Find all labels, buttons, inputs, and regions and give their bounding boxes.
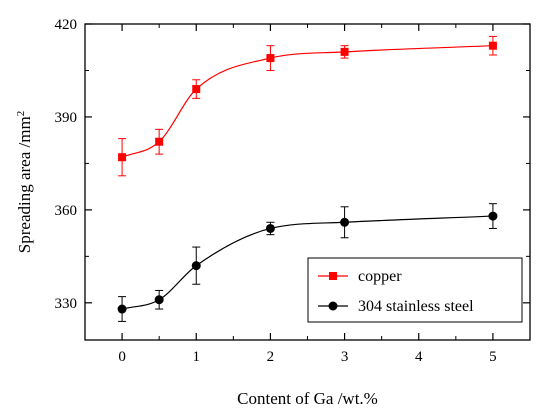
y-tick-label: 330 [55,296,78,312]
data-point [340,217,350,227]
y-axis-ticks: 330 360 390 420 [55,17,530,312]
x-tick-label: 2 [267,349,275,365]
x-axis-ticks: 0 1 2 3 4 5 [118,24,497,365]
series-stainless-steel [117,203,498,322]
series-layer [117,35,498,322]
data-point [266,54,275,63]
legend-label: 304 stainless steel [358,298,474,315]
legend-box [307,257,523,323]
x-tick-label: 5 [489,349,497,365]
data-point [118,153,127,162]
data-point [265,223,275,233]
data-point [488,41,497,50]
data-point [154,295,164,305]
legend-item: 304 stainless steel [318,298,474,315]
data-point [488,211,498,221]
series-line [121,45,493,158]
legend-label: copper [358,268,402,285]
legend: copper 304 stainless steel [307,257,523,323]
x-axis-title: Content of Ga /wt.% [237,389,378,408]
data-point [192,85,201,94]
x-tick-label: 3 [341,349,349,365]
y-tick-label: 390 [55,110,78,126]
y-tick-label: 420 [55,17,78,33]
y-tick-label: 360 [55,203,78,219]
y-axis-title-text: Spreading area /mm [15,116,34,253]
legend-item: copper [318,268,402,285]
data-point [340,47,349,56]
series-copper [118,35,497,177]
y-axis-title-superscript: 2 [15,111,27,117]
legend-marker [329,272,337,280]
legend-marker [328,301,338,311]
x-tick-label: 4 [415,349,423,365]
x-tick-label: 0 [118,349,126,365]
x-tick-label: 1 [193,349,201,365]
data-point [117,304,127,314]
data-point [155,137,164,146]
data-point [191,261,201,271]
y-axis-title: Spreading area /mm2 [15,111,34,253]
